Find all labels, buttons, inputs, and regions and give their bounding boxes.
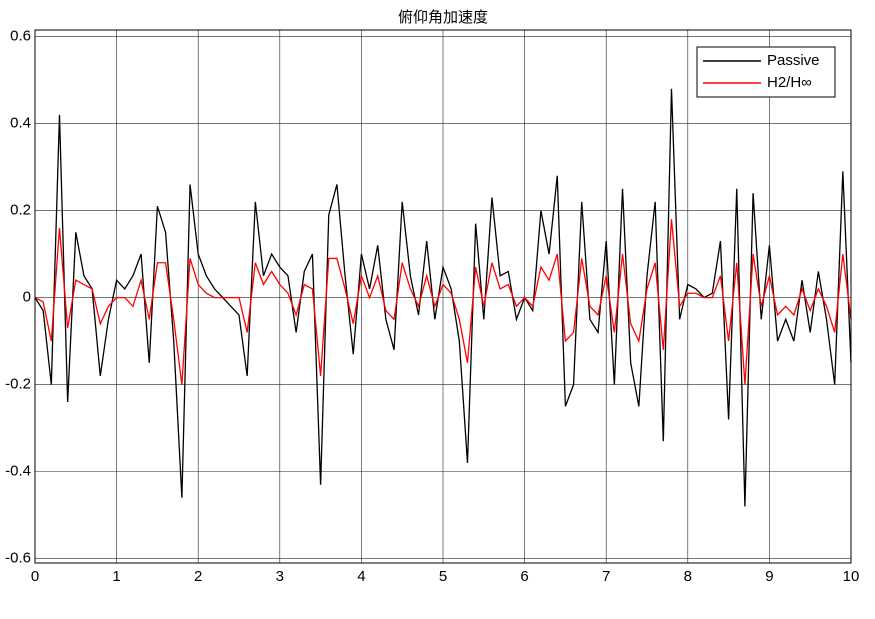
x-tick-label: 9 — [765, 568, 773, 585]
legend-box — [696, 46, 836, 98]
y-tick-label: 0 — [23, 289, 31, 306]
y-tick-label: 0.6 — [10, 27, 31, 44]
x-tick-label: 4 — [357, 568, 365, 585]
x-tick-label: 2 — [194, 568, 202, 585]
y-tick-label: 0.2 — [10, 202, 31, 219]
x-tick-label: 8 — [684, 568, 692, 585]
y-tick-label: -0.4 — [5, 463, 31, 480]
y-tick-label: -0.6 — [5, 550, 31, 567]
y-tick-label: -0.2 — [5, 376, 31, 393]
series-line — [34, 219, 852, 385]
legend-label: Passive — [767, 52, 820, 69]
y-tick-label: 0.4 — [10, 115, 31, 132]
legend-label: H2/H∞ — [767, 74, 812, 91]
x-tick-label: 1 — [112, 568, 120, 585]
x-tick-label: 5 — [439, 568, 447, 585]
plot-frame — [34, 29, 852, 564]
x-tick-label: 0 — [31, 568, 39, 585]
chart-title: 俯仰角加速度 — [398, 9, 488, 26]
x-tick-label: 3 — [276, 568, 284, 585]
x-tick-label: 7 — [602, 568, 610, 585]
x-tick-label: 10 — [843, 568, 860, 585]
x-tick-label: 6 — [520, 568, 528, 585]
